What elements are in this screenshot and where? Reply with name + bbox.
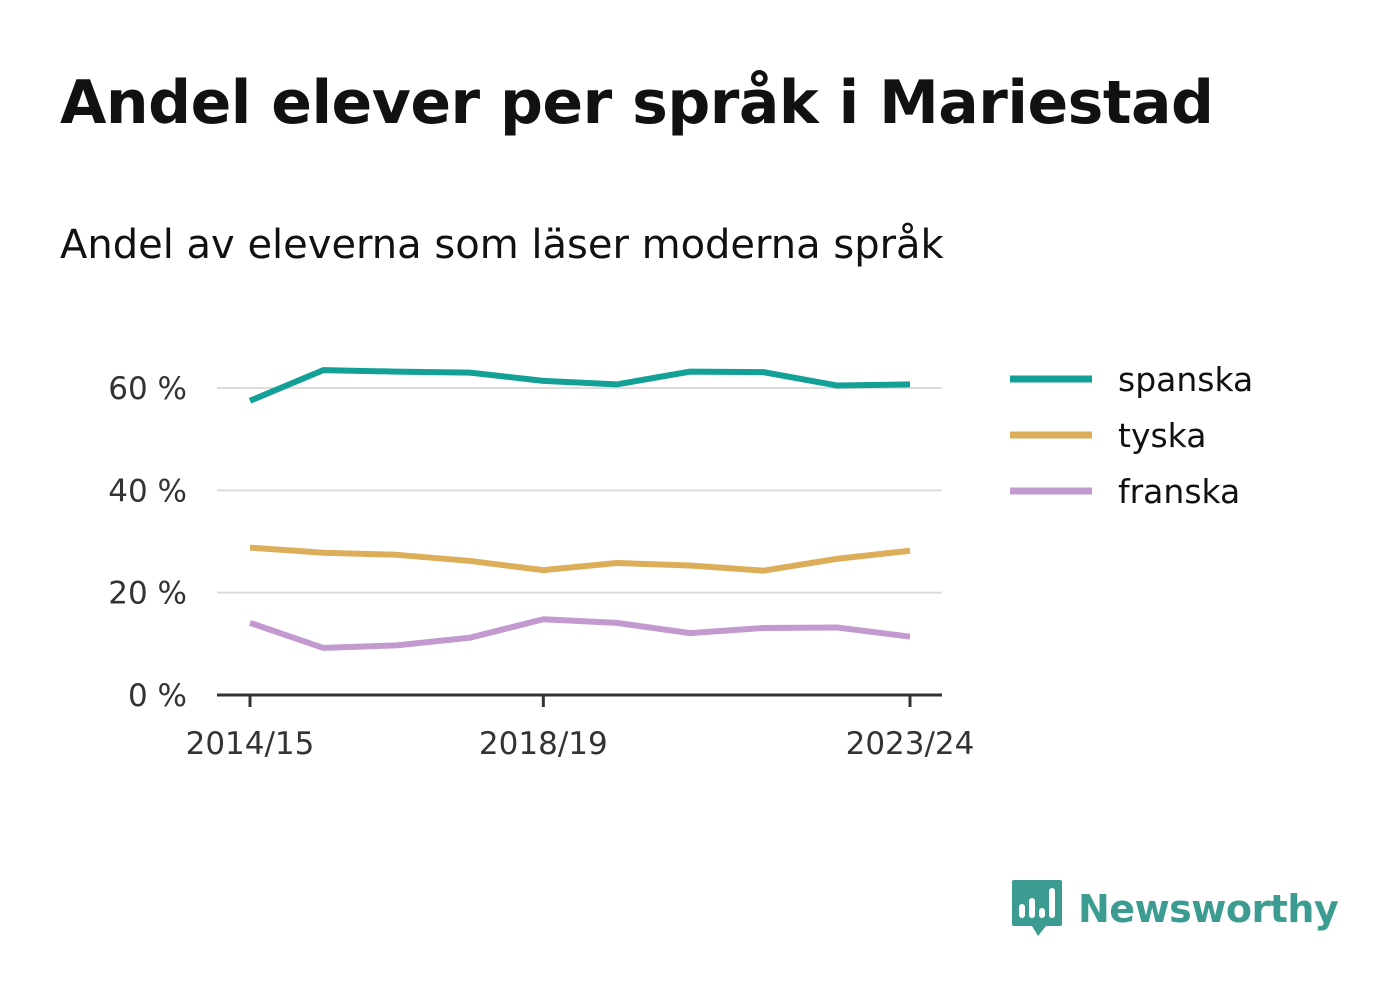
y-tick-label: 40 % — [108, 473, 187, 509]
legend-label-spanska: spanska — [1118, 360, 1253, 399]
y-tick-label: 0 % — [128, 678, 187, 714]
gridlines — [217, 387, 942, 594]
y-tick-label: 20 % — [108, 576, 187, 612]
x-tick-label: 2014/15 — [186, 726, 315, 762]
brand-name: Newsworthy — [1078, 887, 1339, 931]
series-line-franska — [249, 616, 911, 651]
legend-label-franska: franska — [1118, 472, 1240, 511]
newsworthy-logo-icon — [1012, 880, 1062, 936]
series-line-tyska — [249, 544, 911, 574]
chart-title: Andel elever per språk i Mariestad — [60, 68, 1214, 138]
y-axis-tick-labels: 0 % 20 % 40 % 60 % — [108, 371, 187, 714]
legend-label-tyska: tyska — [1118, 416, 1206, 455]
newsworthy-logo: Newsworthy — [1010, 878, 1339, 940]
x-tick-label: 2018/19 — [479, 726, 608, 762]
x-tick-label: 2023/24 — [846, 726, 975, 762]
chart-subtitle: Andel av eleverna som läser moderna språ… — [60, 222, 944, 268]
series-lines — [248, 367, 911, 651]
y-tick-label: 60 % — [108, 371, 187, 407]
legend: spanska tyska franska — [1010, 360, 1253, 511]
x-axis: 2014/15 2018/19 2023/24 — [186, 693, 975, 762]
series-line-spanska — [248, 367, 911, 404]
